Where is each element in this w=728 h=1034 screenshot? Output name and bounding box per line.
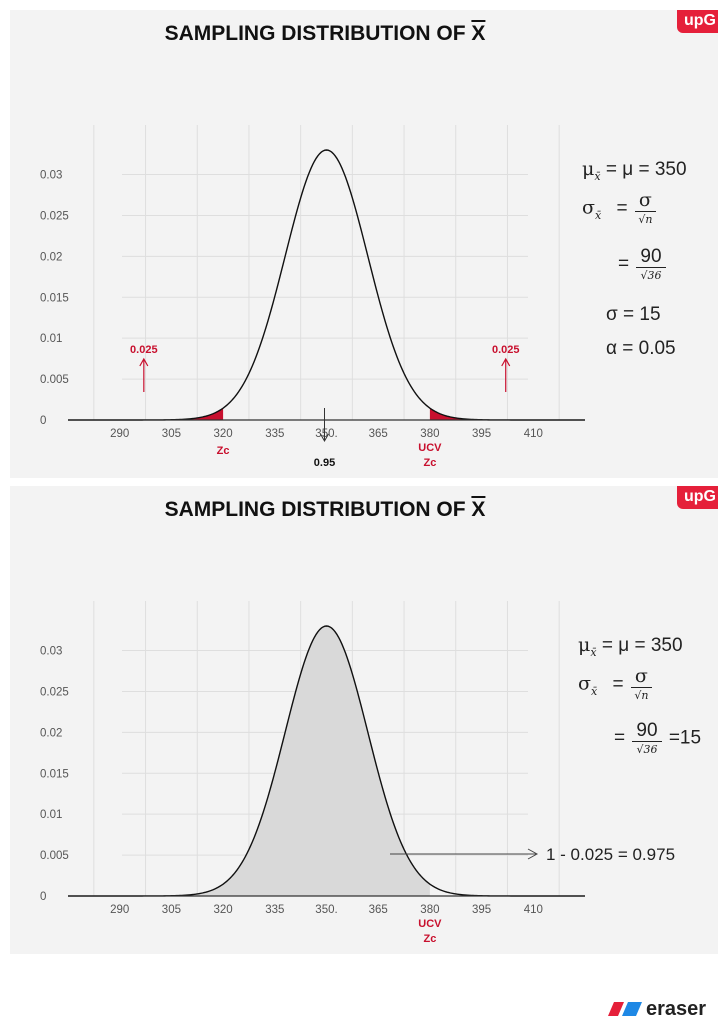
x-tick-label: 395	[472, 428, 491, 440]
chart-title: SAMPLING DISTRIBUTION OF X	[164, 498, 486, 521]
x-tick-label: 335	[265, 904, 284, 916]
y-tick-label: 0.005	[40, 850, 69, 862]
chart-title: SAMPLING DISTRIBUTION OF X	[164, 22, 486, 45]
shaded-region	[429, 408, 585, 420]
brand-badge: upG	[677, 486, 718, 509]
x-tick-label: 320	[214, 904, 233, 916]
region-arrow-head	[139, 357, 149, 367]
ucv-label: UCV	[418, 918, 442, 930]
y-tick-label: 0.01	[40, 809, 62, 821]
std-error-formula: σx̄ = σ √n	[578, 666, 654, 703]
chart-panel-ucv: SAMPLING DISTRIBUTION OF X upG 0 0.005 0.0…	[10, 486, 718, 954]
y-tick-label: 0.025	[40, 210, 69, 222]
std-error-formula: σx̄ = σ √n	[582, 190, 658, 227]
x-tick-label: 335	[265, 428, 284, 440]
chart-panel-tails: SAMPLING DISTRIBUTION OF X upG 0 0.005 0.0…	[10, 10, 718, 478]
zc-label-left: Zc	[217, 445, 230, 457]
y-tick-label: 0.015	[40, 292, 69, 304]
ucv-label: UCV	[418, 442, 442, 454]
region-arrow-head	[501, 357, 511, 367]
eraser-logo-text: eraser	[646, 998, 707, 1020]
x-tick-label: 350.	[315, 428, 337, 440]
x-tick-label: 365	[369, 904, 388, 916]
y-tick-label: 0.01	[40, 333, 62, 345]
zc-label: Zc	[423, 933, 436, 945]
x-tick-label: 395	[472, 904, 491, 916]
x-tick-label: 350.	[315, 904, 337, 916]
y-tick-label: 0	[40, 891, 46, 903]
cumulative-probability-label: 1 - 0.025 = 0.975	[546, 845, 675, 864]
eraser-logo: eraser	[608, 998, 718, 1020]
x-tick-label: 380	[420, 904, 439, 916]
alpha-value: α = 0.05	[606, 338, 676, 359]
brand-badge: upG	[677, 10, 718, 33]
x-bar-symbol: X	[471, 22, 486, 45]
tail-probability-label: 0.025	[130, 344, 158, 356]
y-tick-label: 0.005	[40, 374, 69, 386]
x-tick-label: 290	[110, 904, 129, 916]
shaded-region	[68, 408, 224, 420]
tail-probability-label: 0.025	[492, 344, 520, 356]
zc-label-right: Zc	[423, 457, 436, 469]
mean-formula: μx̄ = μ = 350	[578, 634, 683, 659]
x-tick-label: 305	[162, 904, 181, 916]
center-area-label: 0.95	[314, 457, 335, 469]
std-error-value: = 90 √36	[618, 246, 668, 283]
y-tick-label: 0.02	[40, 727, 62, 739]
bell-curve-chart: 0 0.005 0.01 0.015 0.02 0.025 0.03 290 305 320 335…	[40, 601, 675, 945]
x-tick-label: 365	[369, 428, 388, 440]
x-tick-label: 380	[420, 428, 439, 440]
x-tick-label: 290	[110, 428, 129, 440]
y-tick-label: 0.03	[40, 170, 62, 182]
y-tick-label: 0.02	[40, 251, 62, 263]
x-tick-label: 320	[214, 428, 233, 440]
shaded-region	[171, 626, 430, 896]
y-tick-label: 0.03	[40, 646, 62, 658]
y-tick-label: 0.025	[40, 686, 69, 698]
eraser-logo-icon	[608, 1002, 642, 1016]
std-error-value: = 90 √36 =15	[614, 720, 702, 756]
y-tick-label: 0	[40, 415, 46, 427]
y-tick-label: 0.015	[40, 768, 69, 780]
x-bar-symbol: X	[471, 498, 486, 521]
cumulative-arrow-head	[527, 848, 539, 860]
x-tick-label: 410	[524, 904, 543, 916]
bell-curve-chart: 0 0.005 0.01 0.015 0.02 0.025 0.03 290 305 320 335…	[40, 125, 585, 469]
x-tick-label: 410	[524, 428, 543, 440]
mean-formula: μx̄ = μ = 350	[582, 158, 687, 183]
x-tick-label: 305	[162, 428, 181, 440]
center-arrow-head	[320, 433, 329, 443]
sigma-value: σ = 15	[606, 304, 661, 325]
